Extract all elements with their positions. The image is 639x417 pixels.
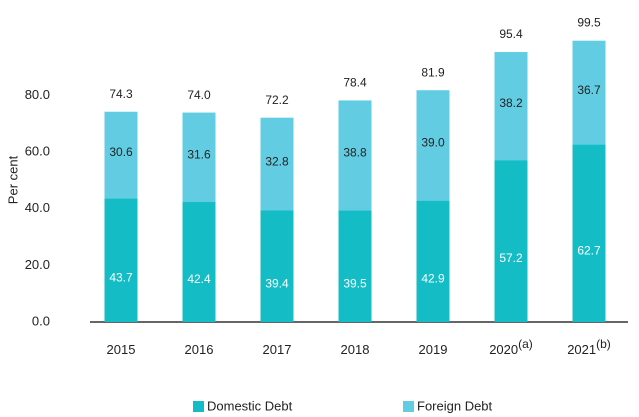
category-note: (b) xyxy=(596,337,611,351)
value-label: 62.7 xyxy=(577,243,601,257)
y-tick-label: 60.0 xyxy=(25,144,50,159)
x-tick-label: 2020(a) xyxy=(489,337,533,357)
legend-swatch xyxy=(193,401,204,412)
total-label: 95.4 xyxy=(499,27,523,41)
legend-swatch xyxy=(403,401,414,412)
value-label: 39.4 xyxy=(265,276,289,290)
category: 2015 xyxy=(107,342,136,357)
value-label: 57.2 xyxy=(499,251,523,265)
y-tick-label: 40.0 xyxy=(25,200,50,215)
bar-segment xyxy=(260,210,294,322)
value-label: 42.4 xyxy=(187,272,211,286)
value-label: 39.5 xyxy=(343,276,367,290)
x-tick-label: 2021(b) xyxy=(567,337,611,357)
bar-segment xyxy=(416,90,450,201)
bar-segment xyxy=(572,144,606,322)
total-label: 99.5 xyxy=(577,16,601,30)
bar-segment xyxy=(494,160,528,322)
x-tick-label: 2015 xyxy=(107,342,136,357)
y-tick-label: 20.0 xyxy=(25,257,50,272)
category-note: (a) xyxy=(518,337,533,351)
x-tick-label: 2019 xyxy=(419,342,448,357)
bar-segment xyxy=(572,40,606,145)
x-tick-label: 2017 xyxy=(263,342,292,357)
bar-segment xyxy=(182,112,216,203)
value-label: 38.2 xyxy=(499,96,523,110)
category: 2019 xyxy=(419,342,448,357)
y-tick-label: 0.0 xyxy=(32,313,50,328)
category: 2016 xyxy=(185,342,214,357)
bar-segment xyxy=(104,198,138,322)
category: 2018 xyxy=(341,342,370,357)
x-tick-label: 2018 xyxy=(341,342,370,357)
y-tick-label: 80.0 xyxy=(25,87,50,102)
bar-segment xyxy=(182,202,216,322)
bar-segment xyxy=(338,210,372,322)
value-label: 30.6 xyxy=(109,145,133,159)
total-label: 74.3 xyxy=(109,87,133,101)
value-label: 32.8 xyxy=(265,154,289,168)
y-axis-label: Per cent xyxy=(5,155,20,204)
total-label: 81.9 xyxy=(421,65,445,79)
x-tick-label: 2016 xyxy=(185,342,214,357)
value-label: 36.7 xyxy=(577,83,601,97)
legend-label: Foreign Debt xyxy=(417,398,493,413)
value-label: 38.8 xyxy=(343,145,367,159)
value-label: 31.6 xyxy=(187,147,211,161)
category: 2020 xyxy=(489,342,518,357)
total-label: 78.4 xyxy=(343,75,367,89)
bar-segment xyxy=(260,117,294,211)
bar-segment xyxy=(338,100,372,211)
legend-label: Domestic Debt xyxy=(207,398,293,413)
category: 2017 xyxy=(263,342,292,357)
value-label: 43.7 xyxy=(109,270,133,284)
total-label: 72.2 xyxy=(265,93,289,107)
total-label: 74.0 xyxy=(187,88,211,102)
bar-segment xyxy=(416,200,450,322)
bar-segment xyxy=(494,52,528,161)
value-label: 39.0 xyxy=(421,136,445,150)
bar-segment xyxy=(104,111,138,199)
value-label: 42.9 xyxy=(421,271,445,285)
category: 2021 xyxy=(567,342,596,357)
